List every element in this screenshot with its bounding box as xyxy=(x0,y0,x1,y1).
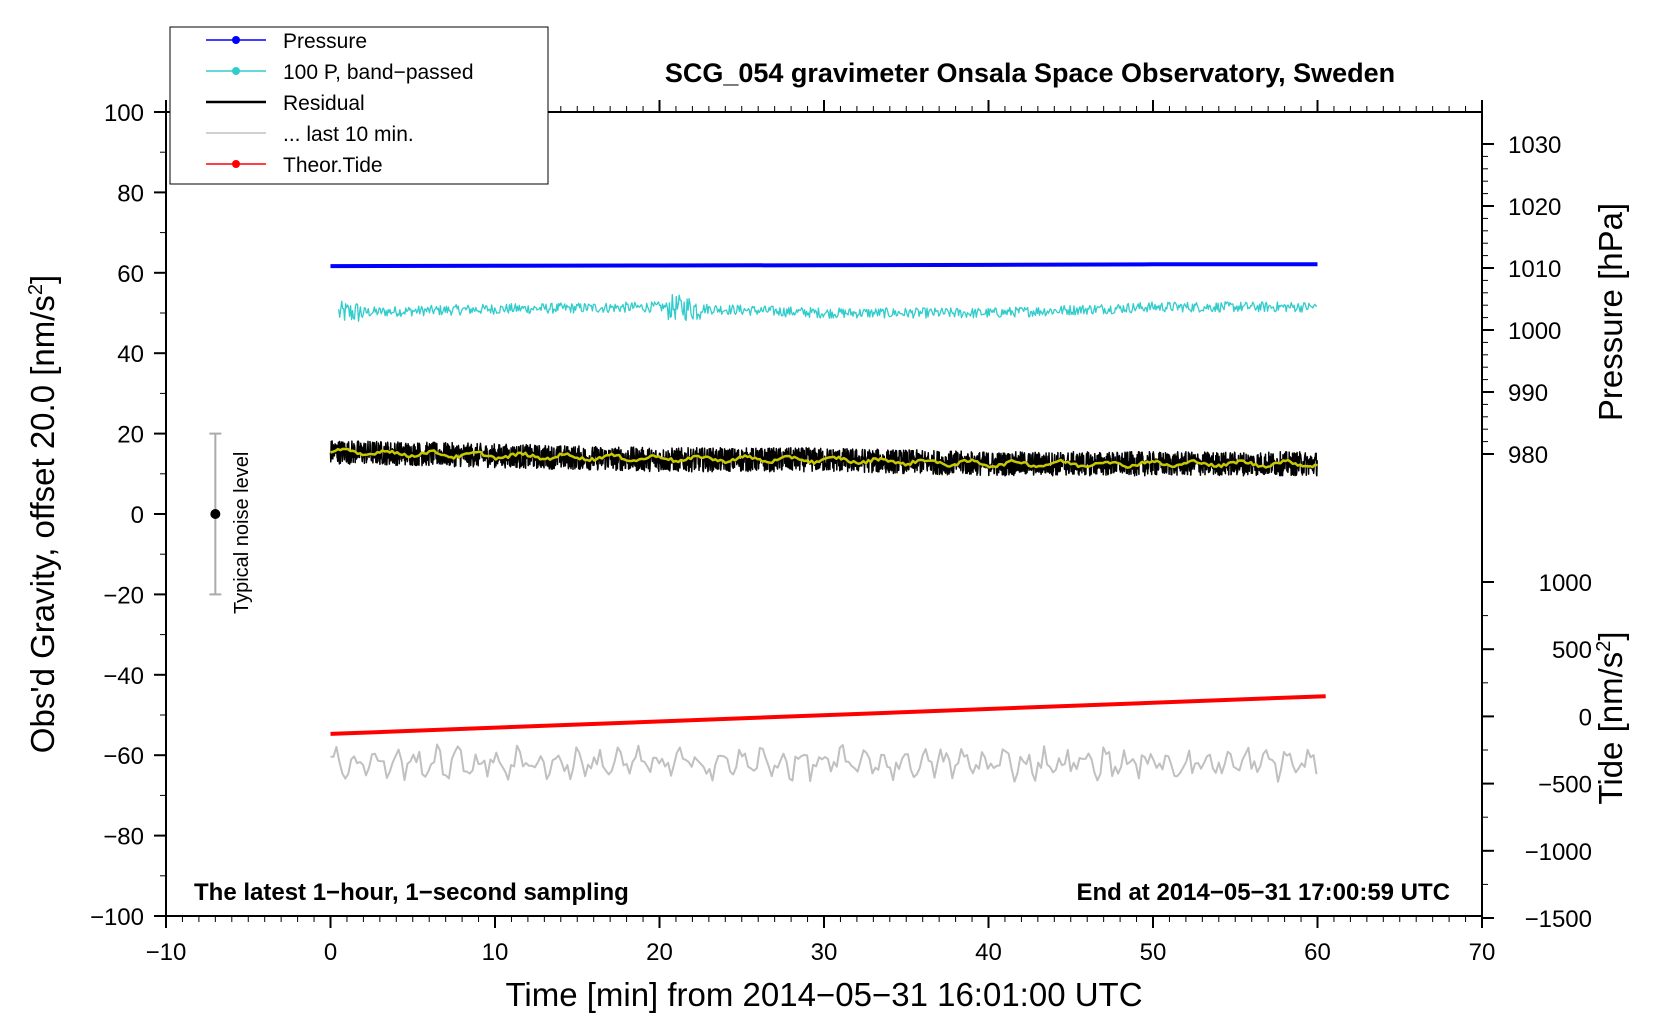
x-tick-label: 60 xyxy=(1304,939,1331,966)
noise-bar-center-dot xyxy=(210,509,221,519)
y-tick-label: −40 xyxy=(103,663,144,690)
x-tick-label: 70 xyxy=(1469,939,1496,966)
pressure-tick-label: 990 xyxy=(1508,380,1548,407)
tide-tick-label: 0 xyxy=(1579,704,1592,731)
x-tick-label: 10 xyxy=(482,939,509,966)
legend: Pressure 100 P, band−passed Residual ... la… xyxy=(169,26,549,185)
pressure-tick-label: 980 xyxy=(1508,442,1548,469)
series-last-10-min-line xyxy=(330,743,1318,783)
x-axis-ticks: −10 0 10 20 30 40 50 60 70 xyxy=(146,100,1496,966)
tide-axis-label: Tide [nm/s2] xyxy=(1592,631,1629,804)
note-left: The latest 1−hour, 1−second sampling xyxy=(194,879,629,906)
y-tick-label: −80 xyxy=(103,824,144,851)
legend-label: 100 P, band−passed xyxy=(283,61,474,84)
x-tick-label: −10 xyxy=(146,939,187,966)
pressure-tick-label: 1020 xyxy=(1508,194,1561,221)
x-tick-label: 30 xyxy=(811,939,838,966)
tide-tick-label: 500 xyxy=(1552,637,1592,664)
legend-box xyxy=(169,26,549,185)
series-pressure-line xyxy=(330,262,1318,269)
y-tick-label: −20 xyxy=(103,582,144,609)
y-tick-label: 20 xyxy=(117,422,144,449)
y-axis-label-left: Obs'd Gravity, offset 20.0 [nm/s2] xyxy=(24,275,61,753)
x-axis-label: Time [min] from 2014−05−31 16:01:00 UTC xyxy=(505,976,1142,1013)
legend-label: Pressure xyxy=(283,30,367,53)
series-100-p-band-passed-line xyxy=(338,293,1318,322)
legend-label: Theor.Tide xyxy=(283,154,383,177)
minor-ticks xyxy=(160,106,1488,922)
y-tick-label: −60 xyxy=(103,743,144,770)
legend-swatch-marker xyxy=(232,160,240,168)
tide-label-sup: 2 xyxy=(1593,641,1615,652)
series-layer xyxy=(329,262,1326,783)
tide-axis-ticks: 1000 500 0 −500 −1000 −1500 xyxy=(1482,570,1592,933)
pressure-tick-label: 1030 xyxy=(1508,132,1561,159)
x-tick-label: 20 xyxy=(646,939,673,966)
noise-level-label: Typical noise level xyxy=(231,452,253,614)
tide-label-text: Tide [nm/s xyxy=(1592,652,1629,805)
tide-tick-label: −1500 xyxy=(1525,906,1592,933)
x-tick-label: 0 xyxy=(324,939,337,966)
x-tick-label: 50 xyxy=(1140,939,1167,966)
y-label-left-text: Obs'd Gravity, offset 20.0 [nm/s xyxy=(24,295,61,753)
legend-swatch-marker xyxy=(232,36,240,44)
pressure-axis-label: Pressure [hPa] xyxy=(1592,203,1629,421)
tide-tick-label: −1000 xyxy=(1525,839,1592,866)
legend-swatch-marker xyxy=(232,67,240,75)
tide-tick-label: −500 xyxy=(1538,772,1592,799)
y-label-left-close: ] xyxy=(24,275,61,284)
x-tick-label: 40 xyxy=(975,939,1002,966)
y-tick-label: 80 xyxy=(117,180,144,207)
series-residual-line xyxy=(329,440,1318,477)
chart-title: SCG_054 gravimeter Onsala Space Observat… xyxy=(665,58,1395,88)
y-tick-label: 60 xyxy=(117,261,144,288)
tide-label-close: ] xyxy=(1592,631,1629,640)
plot-frame xyxy=(165,111,1483,917)
tide-tick-label: 1000 xyxy=(1539,570,1592,597)
y-tick-label: 40 xyxy=(117,341,144,368)
series-residual-smoothed-line xyxy=(330,447,1318,469)
note-right: End at 2014−05−31 17:00:59 UTC xyxy=(1076,879,1450,906)
legend-label: Residual xyxy=(283,92,365,115)
noise-level-bar xyxy=(209,432,222,596)
pressure-axis-ticks: 1030 1020 1010 1000 990 980 xyxy=(1482,132,1561,469)
y-tick-label: −100 xyxy=(90,904,144,931)
y-tick-label: 0 xyxy=(131,502,144,529)
legend-label: ... last 10 min. xyxy=(283,123,414,146)
series-theor-tide-line xyxy=(330,694,1326,736)
y-label-left-sup: 2 xyxy=(25,284,47,295)
pressure-tick-label: 1000 xyxy=(1508,318,1561,345)
y-axis-ticks: 100 80 60 40 20 0 −20 −40 −60 −80 −100 xyxy=(90,100,166,931)
pressure-tick-label: 1010 xyxy=(1508,256,1561,283)
y-tick-label: 100 xyxy=(104,100,144,127)
